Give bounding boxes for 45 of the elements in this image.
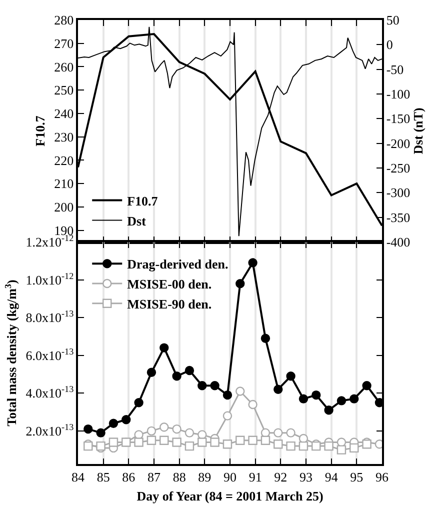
legend-label: F10.7	[127, 193, 158, 208]
x-tick-label: 85	[96, 469, 110, 484]
y2-tick-label: -50	[386, 62, 404, 77]
y-tick-label: 8.0x10$^{-13}$	[26, 308, 74, 326]
y2-tick-label: -250	[386, 160, 410, 176]
x-tick-label: 86	[122, 469, 136, 484]
x-tick-label: 88	[172, 469, 186, 484]
y2-tick-label: 0	[386, 37, 393, 52]
y2-tick-label: -150	[386, 111, 410, 126]
x-tick-label: 89	[198, 469, 212, 484]
y2-tick-label: 50	[386, 12, 400, 28]
legend-label: Drag-derived den.	[127, 256, 228, 272]
y-tick-label: 1.0x10$^{-12}$	[26, 270, 74, 288]
y-tick-label: 260	[54, 59, 74, 74]
y-tick-label: 250	[54, 82, 74, 98]
x-tick-label: 96	[376, 469, 389, 484]
legend-label: Dst	[127, 213, 147, 228]
y-tick-label: 270	[54, 36, 74, 51]
legend-label: MSISE-90 den.	[127, 296, 212, 312]
y-tick-label: 280	[54, 12, 74, 28]
legend-label: MSISE-00 den.	[127, 276, 212, 292]
y2-axis-title: Dst (nT)	[410, 108, 426, 154]
y2-tick-label: -200	[386, 136, 410, 151]
x-tick-label: 87	[148, 469, 161, 484]
y2-tick-label: -400	[386, 234, 410, 250]
y-tick-label: 2.0x10$^{-13}$	[26, 422, 74, 438]
y-tick-label: 230	[54, 129, 74, 144]
x-tick-label: 90	[224, 469, 236, 484]
x-tick-label: 94	[324, 469, 338, 484]
y-tick-label: 240	[54, 106, 74, 122]
y-tick-label: 200	[54, 200, 74, 214]
y-tick-label: 210	[54, 176, 74, 192]
x-tick-label: 93	[300, 469, 312, 484]
x-tick-label: 91	[248, 469, 262, 484]
y2-tick-label: -300	[386, 185, 410, 200]
y-tick-label: 220	[54, 152, 74, 168]
y2-tick-label: -100	[386, 86, 410, 102]
x-axis-title: Day of Year (84 = 2001 March 25)	[136, 488, 324, 504]
y2-tick-label: -350	[386, 210, 410, 225]
y-tick-label: 4.0x10$^{-13}$	[26, 384, 74, 401]
x-tick-label: 95	[350, 469, 364, 484]
x-tick-label: 92	[274, 469, 288, 484]
y-tick-label: 6.0x10$^{-13}$	[26, 346, 74, 363]
y-axis-title: F10.7	[32, 115, 48, 146]
x-tick-label: 84	[72, 469, 85, 484]
